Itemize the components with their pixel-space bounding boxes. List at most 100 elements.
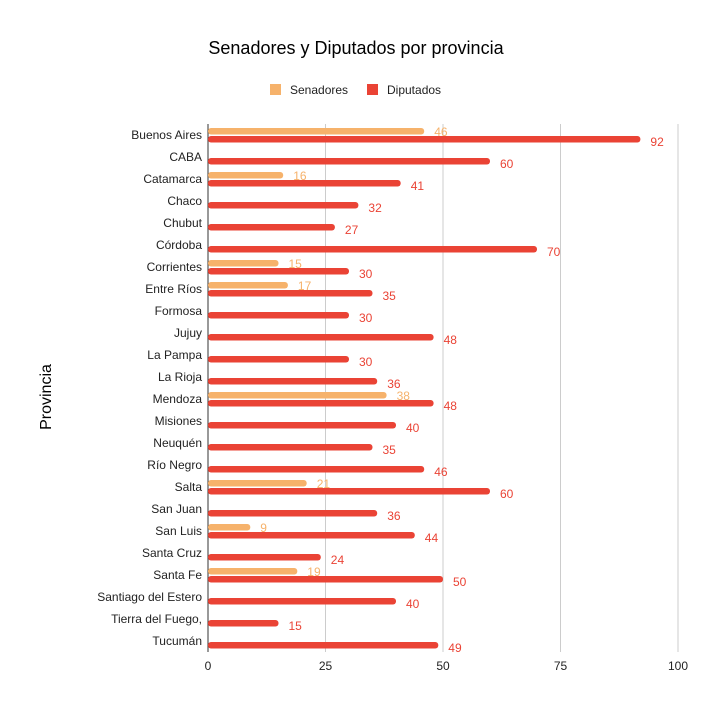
data-label-diputados: 41 — [411, 179, 425, 193]
bar-diputados — [208, 378, 378, 385]
category-label: Tierra del Fuego, — [111, 612, 202, 626]
bar-diputados — [208, 334, 434, 341]
legend-swatch-diputados — [367, 84, 378, 95]
y-axis-label: Provincia — [38, 364, 55, 430]
category-label: La Rioja — [158, 370, 202, 384]
category-label: Santa Cruz — [142, 546, 202, 560]
data-label-diputados: 70 — [547, 245, 561, 259]
data-label-diputados: 46 — [434, 465, 448, 479]
data-label-senadores: 15 — [289, 257, 303, 271]
data-label-diputados: 60 — [500, 157, 514, 171]
category-label: Santa Fe — [153, 568, 202, 582]
bar-diputados — [208, 202, 359, 209]
category-label: Córdoba — [156, 238, 202, 252]
data-label-senadores: 9 — [260, 521, 267, 535]
bar-diputados — [208, 554, 321, 561]
category-label: Misiones — [155, 414, 202, 428]
bar-diputados — [208, 620, 279, 627]
category-labels: Buenos Aires CABA Catamarca Chaco Chubut Córd… — [97, 128, 202, 648]
bar-senadores — [208, 172, 284, 179]
category-label: CABA — [169, 150, 202, 164]
bar-senadores — [208, 128, 425, 135]
category-label: Chubut — [163, 216, 202, 230]
bars: 4692601641322770153017353048303638484035… — [208, 125, 664, 655]
x-tick-labels: 0 25 50 75 100 — [205, 659, 689, 673]
bar-diputados — [208, 356, 349, 363]
category-label: Entre Ríos — [145, 282, 202, 296]
bar-diputados — [208, 158, 490, 165]
x-tick-label: 100 — [668, 659, 688, 673]
category-label: Neuquén — [153, 436, 202, 450]
data-label-diputados: 50 — [453, 575, 467, 589]
x-tick-label: 0 — [205, 659, 212, 673]
data-label-diputados: 36 — [387, 509, 401, 523]
x-tick-label: 25 — [319, 659, 333, 673]
data-label-senadores: 16 — [293, 169, 307, 183]
bar-diputados — [208, 532, 415, 539]
data-label-senadores: 19 — [307, 565, 321, 579]
category-label: Buenos Aires — [131, 128, 202, 142]
bar-diputados — [208, 488, 490, 495]
data-label-diputados: 35 — [383, 443, 397, 457]
chart-title: Senadores y Diputados por provincia — [208, 38, 504, 58]
x-tick-label: 75 — [554, 659, 568, 673]
bar-senadores — [208, 260, 279, 267]
data-label-senadores: 46 — [434, 125, 448, 139]
data-label-senadores: 21 — [317, 477, 331, 491]
data-label-diputados: 44 — [425, 531, 439, 545]
data-label-diputados: 30 — [359, 355, 373, 369]
data-label-diputados: 49 — [448, 641, 462, 655]
bar-senadores — [208, 568, 298, 575]
bar-senadores — [208, 524, 251, 531]
bar-diputados — [208, 224, 335, 231]
bar-diputados — [208, 510, 378, 517]
data-label-diputados: 48 — [444, 333, 458, 347]
data-label-diputados: 27 — [345, 223, 359, 237]
bar-diputados — [208, 598, 396, 605]
data-label-diputados: 24 — [331, 553, 345, 567]
legend-swatch-senadores — [270, 84, 281, 95]
category-label: Tucumán — [152, 634, 202, 648]
data-label-diputados: 32 — [368, 201, 382, 215]
data-label-diputados: 40 — [406, 597, 420, 611]
x-tick-label: 50 — [436, 659, 450, 673]
bar-diputados — [208, 466, 425, 473]
bar-senadores — [208, 480, 307, 487]
category-label: San Juan — [151, 502, 202, 516]
category-label: La Pampa — [147, 348, 202, 362]
bar-diputados — [208, 312, 349, 319]
data-label-senadores: 17 — [298, 279, 312, 293]
data-label-diputados: 60 — [500, 487, 514, 501]
data-label-diputados: 40 — [406, 421, 420, 435]
bar-diputados — [208, 290, 373, 297]
data-label-senadores: 38 — [397, 389, 411, 403]
gridlines — [207, 124, 679, 652]
category-label: Santiago del Estero — [97, 590, 202, 604]
bar-diputados — [208, 444, 373, 451]
bar-diputados — [208, 246, 537, 253]
category-label: Catamarca — [143, 172, 202, 186]
category-label: Salta — [175, 480, 203, 494]
bar-diputados — [208, 576, 443, 583]
category-label: Corrientes — [147, 260, 202, 274]
bar-senadores — [208, 282, 288, 289]
data-label-diputados: 36 — [387, 377, 401, 391]
data-label-diputados: 48 — [444, 399, 458, 413]
category-label: San Luis — [155, 524, 202, 538]
bar-diputados — [208, 136, 641, 143]
bar-diputados — [208, 642, 439, 649]
category-label: Chaco — [167, 194, 202, 208]
data-label-diputados: 15 — [289, 619, 303, 633]
data-label-diputados: 30 — [359, 311, 373, 325]
category-label: Jujuy — [174, 326, 202, 340]
legend-label-senadores: Senadores — [290, 83, 348, 97]
category-label: Río Negro — [147, 458, 202, 472]
category-label: Mendoza — [153, 392, 203, 406]
bar-diputados — [208, 422, 396, 429]
category-label: Formosa — [155, 304, 203, 318]
legend-label-diputados: Diputados — [387, 83, 441, 97]
bar-diputados — [208, 180, 401, 187]
bar-diputados — [208, 400, 434, 407]
